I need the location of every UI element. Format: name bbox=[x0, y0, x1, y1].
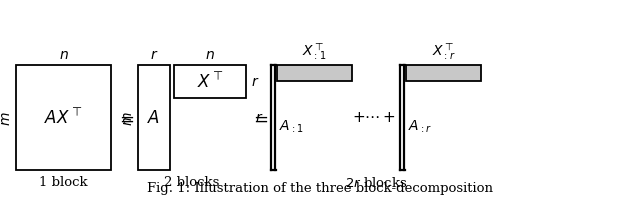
Bar bbox=[174, 66, 246, 99]
Text: Fig. 1: Illustration of the three block-decomposition: Fig. 1: Illustration of the three block-… bbox=[147, 181, 493, 194]
Text: $2r$ blocks: $2r$ blocks bbox=[345, 175, 407, 189]
Bar bbox=[277, 66, 352, 82]
Text: $X_{:1}^\top$: $X_{:1}^\top$ bbox=[302, 41, 326, 62]
Text: $X_{:r}^\top$: $X_{:r}^\top$ bbox=[431, 41, 455, 62]
Text: $X^\top$: $X^\top$ bbox=[196, 72, 223, 92]
Text: $=$: $=$ bbox=[116, 109, 134, 127]
Text: $+\cdots+$: $+\cdots+$ bbox=[352, 111, 396, 125]
Text: $AX^\top$: $AX^\top$ bbox=[44, 108, 83, 128]
Text: $m$: $m$ bbox=[0, 111, 13, 125]
Bar bbox=[406, 66, 481, 82]
Text: $A_{:r}$: $A_{:r}$ bbox=[408, 118, 432, 134]
Text: $m$: $m$ bbox=[121, 111, 135, 125]
Text: $n$: $n$ bbox=[205, 48, 215, 62]
Text: 1 block: 1 block bbox=[39, 175, 88, 188]
Bar bbox=[16, 66, 111, 170]
Text: $r$: $r$ bbox=[251, 75, 259, 89]
Text: $r$: $r$ bbox=[150, 48, 158, 62]
Text: $A_{:1}$: $A_{:1}$ bbox=[279, 118, 303, 134]
Text: $=$: $=$ bbox=[250, 109, 268, 127]
Bar bbox=[138, 66, 170, 170]
Text: 2 blocks: 2 blocks bbox=[164, 175, 220, 188]
Text: $n$: $n$ bbox=[59, 48, 68, 62]
Text: $r$: $r$ bbox=[255, 111, 263, 125]
Text: $A$: $A$ bbox=[147, 109, 161, 126]
